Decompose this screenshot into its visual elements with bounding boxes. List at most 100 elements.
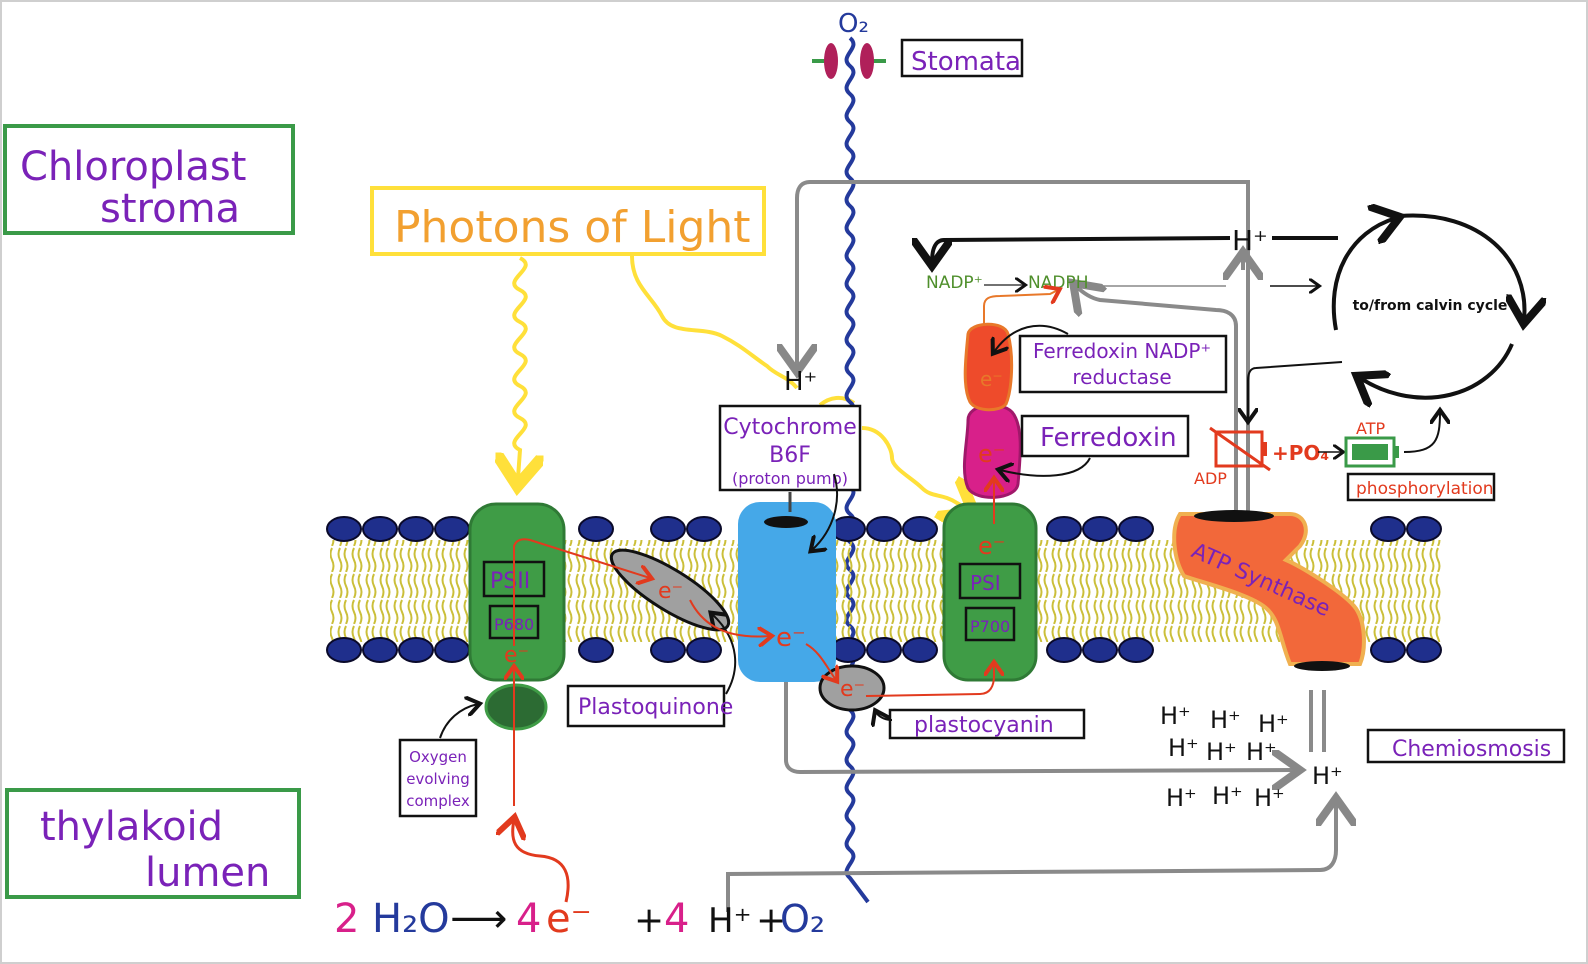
stroma-label-box: Chloroplast stroma [3,124,295,235]
lumen-label-line2: lumen [145,850,270,896]
light-wave-psii [514,256,526,478]
atp-label: ATP [1356,419,1385,438]
equation-coef-water: 2 [334,896,359,942]
cytochrome-label-line2: B6F [769,443,811,468]
psii-electron: e⁻ [504,643,529,668]
ferredoxin: e⁻ [962,403,1022,499]
phospholipid-head [830,637,866,663]
lumen-proton-10: H⁺ [1312,762,1343,790]
stomata-label: Stomata [911,47,1021,77]
atp-to-calvin-arrow [1403,412,1440,453]
oxygen-evolving-complex [484,683,548,731]
fnr-electron: e⁻ [980,367,1003,391]
plastocyanin-pointer-arrow [876,712,893,720]
oec-label-line1: Oxygen [409,748,467,766]
equation-coef-protons: 4 [664,896,689,942]
oec-label-line2: evolving [406,770,470,788]
plastocyanin-electron: e⁻ [840,677,865,702]
phospholipid-head [1370,516,1406,542]
nadp-label: NADP⁺ [926,273,983,293]
equation-protons: H⁺ [708,901,752,941]
light-wave-psi [861,426,967,509]
o2-top-label: O₂ [838,9,869,39]
lumen-proton-3: H⁺ [1258,710,1289,738]
ferredoxin-label: Ferredoxin [1040,423,1177,453]
chemiosmosis-label-box: Chemiosmosis [1366,728,1566,764]
lumen-proton-2: H⁺ [1210,706,1241,734]
phospholipid-head [902,637,938,663]
phospholipid-head [866,516,902,542]
calvin-cycle: to/from calvin cycle [1331,216,1525,398]
proton-to-nadp-arrow [932,236,1231,262]
phospholipid-head [1046,516,1082,542]
plastoquinone-electron: e⁻ [658,579,683,604]
phospholipid-head [866,637,902,663]
ferredoxin-label-box: Ferredoxin [1020,414,1190,458]
lumen-proton-5: H⁺ [1206,738,1237,766]
phosphorylation-label: phosphorylation [1356,479,1494,499]
psi-electron: e⁻ [978,532,1005,560]
calvin-cycle-label: to/from calvin cycle [1353,298,1508,314]
pq-to-cytochrome-electron-flow [689,599,770,637]
phospholipid-head [1118,637,1154,663]
phospholipid-head [1118,516,1154,542]
pc-to-psi-electron-flow [865,664,994,697]
phospholipid-head [1406,516,1442,542]
ferredoxin-pointer-arrow [1000,457,1091,476]
cytochrome-pointer-arrow [812,473,838,550]
cytochrome-electron: e⁻ [776,623,806,653]
photons-label: Photons of Light [394,202,751,253]
phospholipid-head [1370,637,1406,663]
equation-plus-2: + [756,900,786,941]
equation-plus-1: + [634,900,664,941]
phospholipid-head [902,516,938,542]
phospholipid-head [686,637,722,663]
cytochrome-b6f: e⁻ [738,502,836,682]
fnr-label-line2: reductase [1072,365,1171,389]
ferredoxin-nadp-reductase: e⁻ [963,322,1014,412]
phospholipid-head [830,516,866,542]
water-to-oec-arrow [513,820,570,903]
calvin-to-adp-arrow [1248,361,1343,420]
plastoquinone-label-box: Plastoquinone [566,684,733,728]
fnr-pointer-arrow [994,324,1069,352]
proton-cytochrome-label: H⁺ [784,367,817,397]
phospholipid-head [362,637,398,663]
synthase-to-nadph-path [1076,286,1238,520]
adp-label: ADP [1194,469,1227,488]
phospholipid-head [578,637,614,663]
lumen-proton-4: H⁺ [1168,734,1199,762]
photosystem-i: e⁻ PSI P700 [942,502,1038,682]
proton-pump-to-lumen-path [784,680,1296,772]
fnr-to-nadph-electron-flow [983,290,1058,324]
phospholipid-head [650,516,686,542]
phospholipid-head [686,516,722,542]
atp-battery-icon [1344,436,1399,468]
plastocyanin: e⁻ [818,664,886,712]
light-wave-cytochrome [630,255,799,390]
lumen-proton-cluster: H⁺ H⁺ H⁺ H⁺ H⁺ H⁺ H⁺ H⁺ H⁺ H⁺ [1160,702,1343,812]
lumen-label-line1: thylakoid [40,804,223,850]
proton-top-label: H⁺ [1232,224,1268,257]
plastocyanin-label-box: plastocyanin [888,708,1086,740]
phospholipid-head [578,516,614,542]
lumen-proton-7: H⁺ [1166,784,1197,812]
phospholipid-head [398,637,434,663]
fnr-label-box: Ferredoxin NADP⁺ reductase [1018,334,1228,394]
phospholipid-head [398,516,434,542]
stomata-icon [812,43,886,79]
stomata-label-box: Stomata [900,38,1024,78]
phospholipid-head [326,516,362,542]
photons-label-box: Photons of Light [370,186,766,256]
phospholipid-head [1082,637,1118,663]
oec-pointer-arrow [439,704,478,739]
phospholipid-head [1082,516,1118,542]
psii-to-pq-electron-flow [513,538,650,646]
equation-coef-electrons: 4 [516,896,541,942]
psii-label: PSII [490,569,530,594]
ferredoxin-electron: e⁻ [978,440,1005,468]
psi-label: PSI [970,571,1001,595]
lumen-proton-9: H⁺ [1254,784,1285,812]
